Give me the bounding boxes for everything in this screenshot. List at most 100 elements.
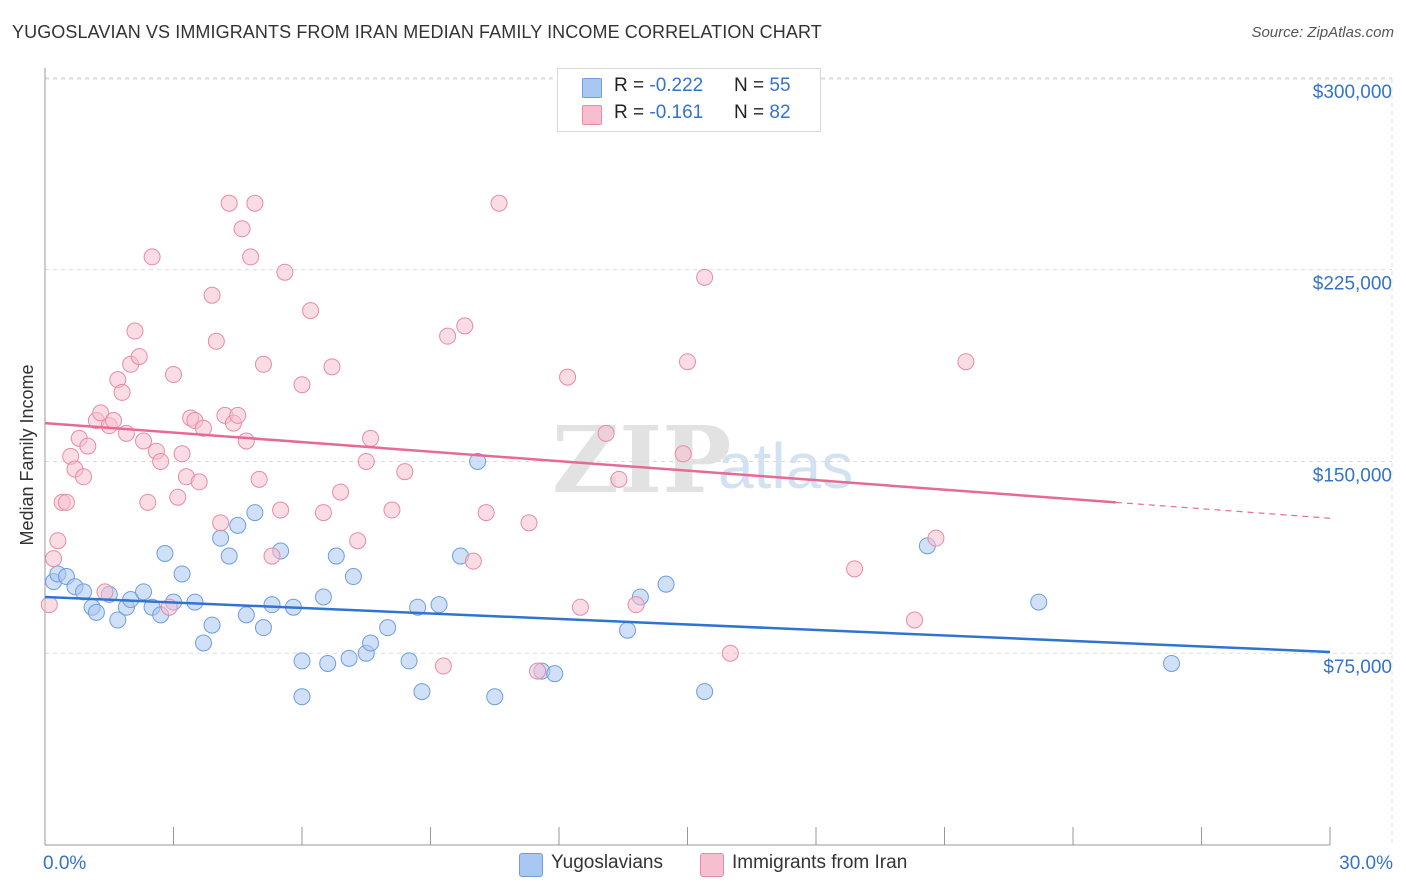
bottom-legend-swatch-blue <box>519 853 543 877</box>
data-point-iran <box>237 432 255 450</box>
data-point-iran <box>323 358 341 376</box>
data-point-iran <box>203 286 221 304</box>
data-point-iran <box>165 366 182 384</box>
data-point-iran <box>143 248 161 266</box>
data-point-yugoslavians <box>696 683 714 701</box>
watermark-atlas: atlas <box>718 430 853 502</box>
data-point-iran <box>45 550 63 568</box>
data-point-iran <box>396 463 414 481</box>
data-point-iran <box>272 501 290 519</box>
data-point-iran <box>520 514 538 532</box>
data-point-iran <box>263 547 281 565</box>
data-point-yugoslavians <box>409 598 427 616</box>
data-point-iran <box>357 452 375 470</box>
data-point-yugoslavians <box>327 547 345 565</box>
data-point-iran <box>349 532 367 550</box>
data-point-iran <box>293 376 311 394</box>
data-point-iran <box>139 493 157 511</box>
data-point-yugoslavians <box>194 634 212 652</box>
data-point-iran <box>383 501 401 519</box>
data-point-iran <box>314 504 332 522</box>
data-point-yugoslavians <box>362 634 380 652</box>
legend-swatch-pink <box>582 105 602 125</box>
data-point-yugoslavians <box>657 575 675 593</box>
data-point-yugoslavians <box>1030 593 1048 611</box>
data-point-iran <box>597 424 615 442</box>
data-point-yugoslavians <box>413 683 431 701</box>
data-point-yugoslavians <box>246 504 264 522</box>
data-point-iran <box>696 268 714 286</box>
y-tick-label: $225,000 <box>1313 274 1392 295</box>
legend-r-label: R = <box>614 102 650 123</box>
legend-n-value: 55 <box>769 75 791 96</box>
data-point-iran <box>169 488 187 506</box>
data-point-yugoslavians <box>293 652 311 670</box>
source-label: Source: ZipAtlas.com <box>1251 24 1394 41</box>
y-tick-label: $300,000 <box>1313 82 1392 103</box>
chart-title: YUGOSLAVIAN VS IMMIGRANTS FROM IRAN MEDI… <box>12 22 822 42</box>
data-point-iran <box>152 452 170 470</box>
data-point-iran <box>679 353 696 371</box>
data-point-iran <box>242 248 260 266</box>
data-point-iran <box>75 468 93 486</box>
data-point-yugoslavians <box>619 621 637 639</box>
data-point-iran <box>721 644 739 662</box>
data-point-iran <box>194 419 212 437</box>
y-tick-label: $75,000 <box>1323 657 1392 678</box>
data-point-iran <box>846 560 864 578</box>
legend-n-value: 82 <box>769 102 791 123</box>
trend-line-iran-extension <box>1115 501 1331 519</box>
data-point-yugoslavians <box>135 583 153 601</box>
data-point-iran <box>610 470 628 488</box>
data-point-iran <box>439 327 457 345</box>
legend-r-value: -0.222 <box>649 75 704 96</box>
data-point-yugoslavians <box>340 649 358 667</box>
data-point-yugoslavians <box>430 596 448 614</box>
data-point-iran <box>212 514 230 532</box>
data-point-iran <box>276 263 294 281</box>
data-point-iran <box>957 353 975 371</box>
watermark-zip: ZIP <box>552 406 731 514</box>
data-point-iran <box>477 504 495 522</box>
data-point-iran <box>135 432 153 450</box>
data-point-yugoslavians <box>314 588 332 606</box>
data-point-iran <box>456 317 474 335</box>
data-point-yugoslavians <box>87 603 105 621</box>
data-point-iran <box>571 598 589 616</box>
y-axis-label: Median Family Income <box>17 364 37 545</box>
data-point-iran <box>250 470 268 488</box>
data-point-yugoslavians <box>1163 654 1181 672</box>
data-point-yugoslavians <box>220 547 238 565</box>
data-point-iran <box>130 348 148 366</box>
data-point-iran <box>113 383 131 401</box>
data-point-yugoslavians <box>156 545 174 563</box>
data-point-iran <box>220 194 238 212</box>
data-point-iran <box>490 194 508 212</box>
data-point-iran <box>173 445 191 463</box>
data-point-iran <box>674 445 692 463</box>
data-point-iran <box>229 406 247 424</box>
trend-line-yugoslavians <box>44 595 1331 654</box>
data-point-iran <box>254 355 272 373</box>
stats-legend: R = -0.222 N = 55 R = -0.161 N = 82 <box>557 68 821 132</box>
legend-n-label: N = <box>734 102 770 123</box>
data-point-iran <box>302 302 320 320</box>
data-point-iran <box>190 473 208 491</box>
data-point-yugoslavians <box>379 619 397 637</box>
data-point-iran <box>105 412 123 430</box>
data-point-iran <box>92 404 110 422</box>
data-point-iran <box>40 596 58 614</box>
data-point-iran <box>559 368 577 386</box>
data-point-iran <box>464 552 482 570</box>
x-tick-label: 30.0% <box>1339 853 1393 874</box>
legend-swatch-blue <box>582 78 602 98</box>
data-point-iran <box>79 437 97 455</box>
data-point-yugoslavians <box>469 452 487 470</box>
data-point-yugoslavians <box>212 529 230 547</box>
data-point-yugoslavians <box>263 596 281 614</box>
data-point-iran <box>207 332 225 350</box>
x-tick-label: 0.0% <box>43 853 86 874</box>
data-point-yugoslavians <box>546 665 564 683</box>
data-point-yugoslavians <box>237 606 255 624</box>
